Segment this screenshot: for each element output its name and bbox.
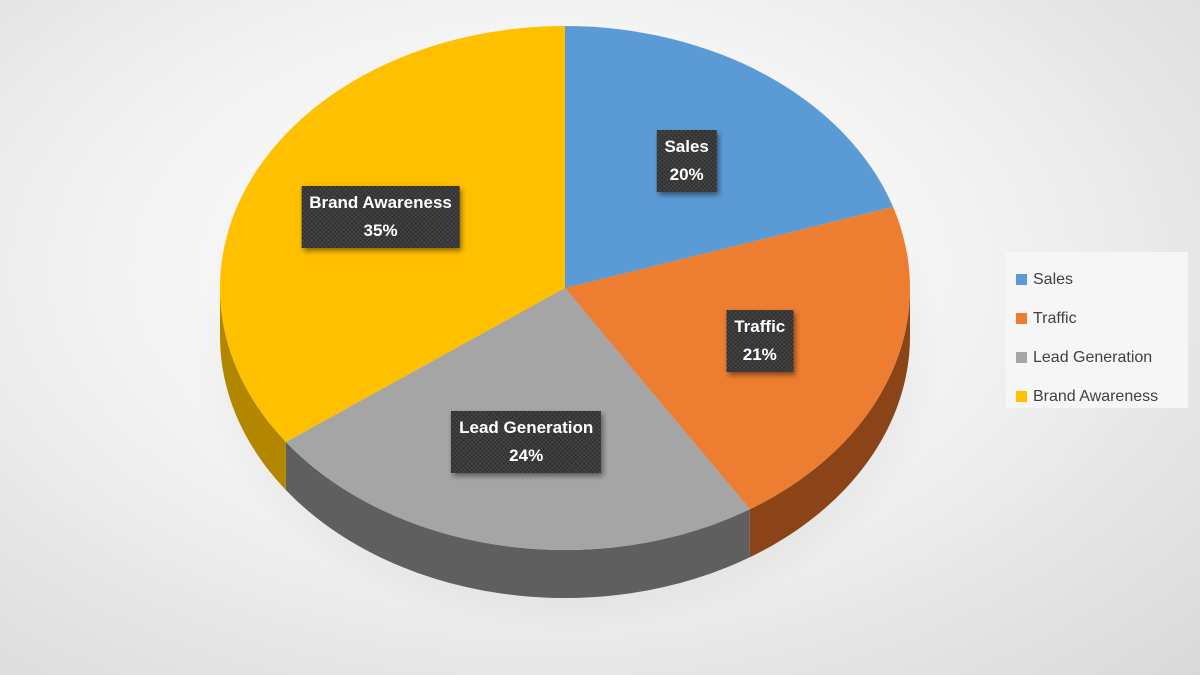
legend-label: Brand Awareness	[1033, 387, 1159, 405]
legend-swatch	[1016, 352, 1027, 363]
data-label-percent: 35%	[363, 220, 398, 240]
legend-swatch	[1016, 274, 1027, 285]
data-label-percent: 20%	[669, 164, 704, 184]
legend-item-traffic: Traffic	[1016, 299, 1188, 338]
legend-label: Lead Generation	[1033, 348, 1153, 366]
legend-item-brand-awareness: Brand Awareness	[1016, 377, 1188, 416]
legend-label: Sales	[1033, 270, 1074, 288]
legend-swatch	[1016, 313, 1027, 324]
legend-item-lead-generation: Lead Generation	[1016, 338, 1188, 377]
legend-label: Traffic	[1033, 309, 1077, 327]
data-label-sales: Sales 20%	[656, 130, 716, 192]
legend-swatch	[1016, 391, 1027, 402]
pie-slice-sales	[565, 26, 894, 288]
chart-legend: Sales Traffic Lead Generation Brand Awarene…	[1006, 252, 1188, 408]
pie-side-brand-awareness	[220, 288, 286, 490]
data-label-traffic: Traffic 21%	[726, 310, 793, 372]
data-label-category: Brand Awareness	[309, 192, 452, 212]
pie-side-lead-generation	[285, 441, 750, 598]
data-label-category: Sales	[664, 136, 709, 156]
data-label-category: Lead Generation	[459, 418, 594, 438]
pie-side-traffic	[749, 288, 910, 558]
data-label-percent: 24%	[509, 446, 544, 466]
data-label-lead-generation: Lead Generation 24%	[451, 411, 601, 473]
data-label-brand-awareness: Brand Awareness 35%	[301, 186, 460, 248]
data-label-category: Traffic	[734, 317, 786, 337]
data-label-percent: 21%	[742, 345, 777, 365]
legend-item-sales: Sales	[1016, 260, 1188, 299]
